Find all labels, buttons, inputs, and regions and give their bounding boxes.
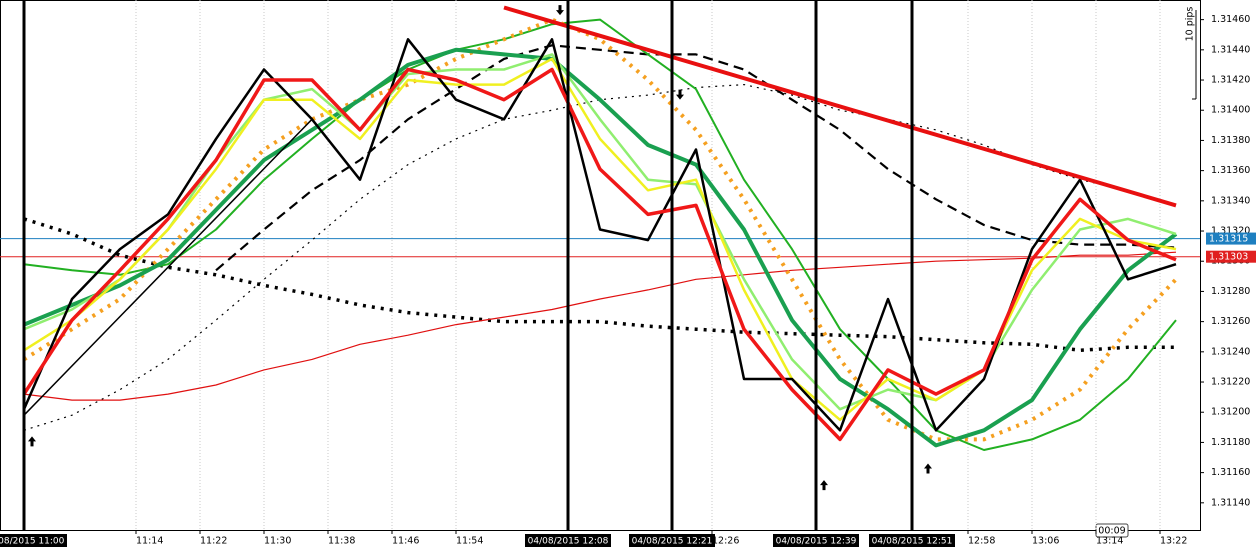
indicator-line: [23, 47, 1178, 448]
y-tick-label: 1.31240: [1211, 346, 1250, 357]
indicator-line: [23, 118, 313, 416]
x-tick-label: 12:26: [712, 536, 739, 547]
event-label: 04/08/2015 12:21: [632, 537, 713, 547]
price-label-box: [1206, 250, 1256, 263]
price-label: 1.31315: [1209, 234, 1248, 245]
event-label-box: [525, 534, 611, 547]
indicator-line: [23, 251, 1177, 401]
scale-label: 10 pips: [1185, 7, 1196, 42]
y-tick-label: 1.31200: [1211, 407, 1250, 418]
event-label: 04/08/2015 12:08: [528, 537, 609, 547]
y-tick-label: 1.31380: [1211, 135, 1250, 146]
price-label-box: [1206, 232, 1256, 245]
indicator-line: [22, 67, 1177, 442]
y-tick-label: 1.31140: [1211, 497, 1250, 508]
event-label-box: [773, 534, 859, 547]
x-tick-label: 13:06: [1032, 536, 1059, 547]
event-label: 04/08/2015 11:00: [0, 537, 65, 547]
x-tick-label: 11:38: [328, 536, 355, 547]
event-label: 04/08/2015 12:39: [776, 537, 857, 547]
timer: 00:09: [1098, 526, 1125, 537]
x-tick-label: 13:22: [1160, 536, 1187, 547]
y-tick-label: 1.31440: [1211, 44, 1250, 55]
event-label: 04/08/2015 12:51: [872, 537, 953, 547]
y-tick-label: 1.31400: [1211, 105, 1250, 116]
indicator-line: [22, 38, 1177, 432]
signal-arrow: [28, 436, 36, 447]
y-tick-label: 1.31360: [1211, 165, 1250, 176]
x-tick-label: 11:30: [264, 536, 291, 547]
price-label: 1.31303: [1209, 252, 1248, 263]
y-tick-label: 1.31220: [1211, 377, 1250, 388]
event-label-box: [869, 534, 955, 547]
y-tick-label: 1.31180: [1211, 437, 1250, 448]
indicator-line: [23, 18, 1177, 451]
plot-frame: [0, 0, 1201, 531]
signal-arrow: [924, 463, 932, 474]
x-tick-label: 13:14: [1096, 536, 1123, 547]
x-tick-label: 12:58: [968, 536, 995, 547]
event-label-box: [0, 534, 67, 547]
signal-arrow: [676, 89, 684, 100]
indicator-line: [23, 217, 1176, 353]
indicator-line: [22, 17, 1178, 442]
signal-arrow: [820, 480, 828, 491]
x-tick-label: 11:14: [136, 536, 163, 547]
y-tick-label: 1.31160: [1211, 467, 1250, 478]
y-tick-label: 1.31260: [1211, 316, 1250, 327]
y-tick-label: 1.31420: [1211, 75, 1250, 86]
y-tick-label: 1.31280: [1211, 286, 1250, 297]
x-tick-label: 11:46: [392, 536, 419, 547]
indicator-line: [215, 44, 1177, 272]
event-label-box: [629, 534, 715, 547]
y-tick-label: 1.31340: [1211, 195, 1250, 206]
x-tick-label: 11:22: [200, 536, 227, 547]
x-tick-label: 11:54: [456, 536, 483, 547]
y-tick-label: 1.31460: [1211, 14, 1250, 25]
indicator-line: [503, 5, 1177, 208]
y-tick-label: 1.31320: [1211, 226, 1250, 237]
signal-arrow: [556, 5, 564, 16]
